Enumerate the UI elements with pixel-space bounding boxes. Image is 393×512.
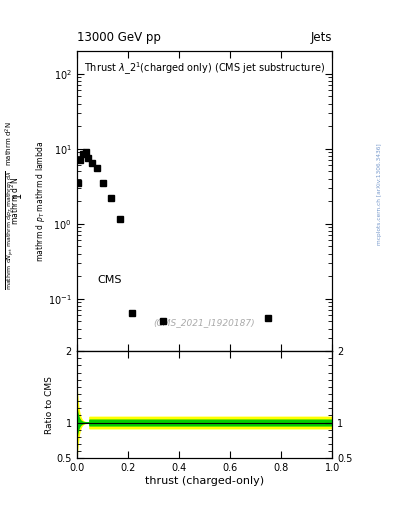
Text: $\overline{\mathrm{mathrm\ d}N_\mathrm{jet}\ \mathrm{mathrm\ d}p_T\ \mathrm{math: $\overline{\mathrm{mathrm\ d}N_\mathrm{j… (4, 170, 16, 290)
Y-axis label: Ratio to CMS: Ratio to CMS (45, 376, 53, 434)
Text: mathrm d$^2$N: mathrm d$^2$N (4, 121, 15, 165)
Text: 1: 1 (13, 191, 23, 198)
Text: CMS: CMS (97, 275, 121, 285)
Text: 13000 GeV pp: 13000 GeV pp (77, 31, 160, 44)
Y-axis label: mathrm d$^2$N

mathrm d $p_T$ mathrm d lambda: mathrm d$^2$N mathrm d $p_T$ mathrm d la… (9, 141, 46, 262)
Text: Thrust $\lambda\_2^1$(charged only) (CMS jet substructure): Thrust $\lambda\_2^1$(charged only) (CMS… (84, 60, 325, 77)
Text: (CMS_2021_I1920187): (CMS_2021_I1920187) (154, 318, 255, 327)
X-axis label: thrust (charged-only): thrust (charged-only) (145, 476, 264, 486)
Text: Jets: Jets (310, 31, 332, 44)
Text: mcplots.cern.ch [arXiv:1306.3436]: mcplots.cern.ch [arXiv:1306.3436] (377, 144, 382, 245)
